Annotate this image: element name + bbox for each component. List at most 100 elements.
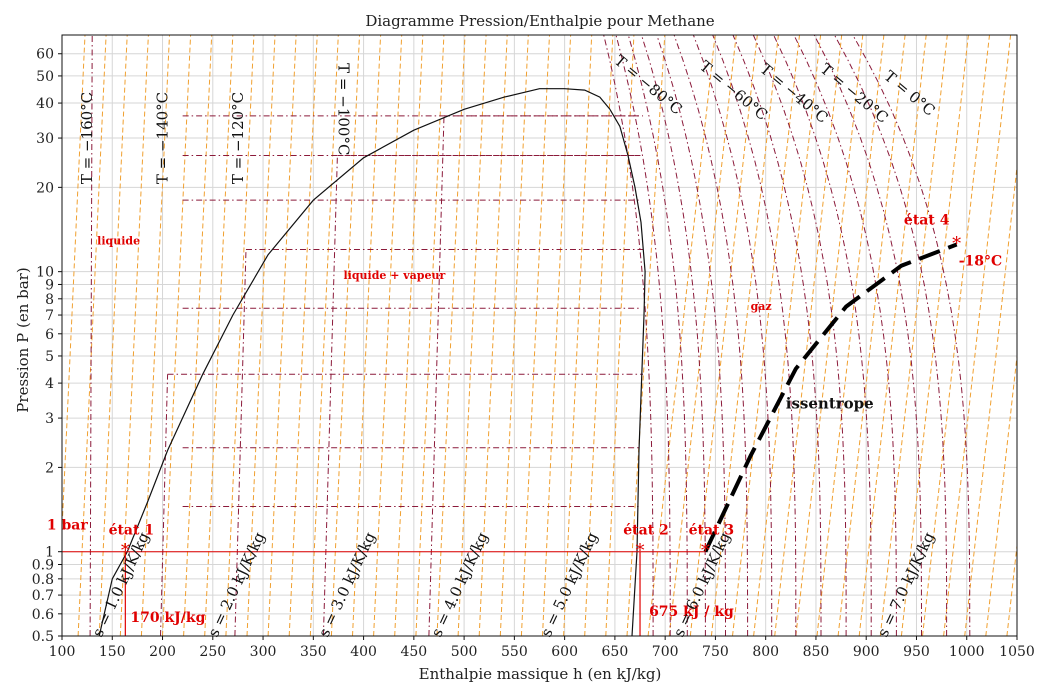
- isentrope-family: [62, 35, 1017, 636]
- y-tick-label: 0.8: [32, 572, 54, 588]
- isentrope-line: [98, 35, 128, 636]
- isentrope-line: [626, 35, 666, 636]
- y-tick-label: 30: [36, 131, 54, 147]
- isentrope-line: [204, 35, 234, 636]
- isotherm-line: [603, 35, 654, 636]
- liquid-isotherm: [160, 374, 169, 637]
- y-tick-label: 3: [45, 411, 54, 427]
- state-label: état 2: [623, 523, 669, 539]
- isentrope-line: [710, 35, 779, 636]
- annotation-label: gaz: [751, 300, 772, 313]
- isentrope-process-label: issentrope: [786, 394, 874, 412]
- isentrope-line: [985, 351, 1017, 636]
- annotation-label: 675 kJ / kg: [649, 604, 734, 620]
- isentrope-line: [77, 35, 107, 636]
- isentrope-line: [647, 35, 716, 636]
- isotherm-line: [813, 35, 922, 636]
- y-tick-label: 40: [36, 96, 54, 112]
- state-label: état 3: [689, 523, 735, 539]
- y-tick-label: 9: [45, 277, 54, 293]
- isotherm-line: [692, 35, 773, 636]
- y-tick-label: 0.5: [32, 629, 54, 645]
- isentrope-line: [900, 35, 969, 636]
- y-tick-label: 0.9: [32, 558, 54, 574]
- x-tick-label: 300: [250, 644, 277, 660]
- isentrope-line: [943, 35, 1012, 636]
- y-axis-label: Pression P (en bar): [14, 267, 32, 412]
- x-axis-label: Enthalpie massique h (en kJ/kg): [419, 665, 662, 683]
- x-tick-label: 200: [149, 644, 176, 660]
- isentrope-line: [584, 35, 614, 636]
- isentrope-line: [542, 35, 572, 636]
- isentrope-line: [732, 35, 800, 636]
- x-tick-label: 450: [400, 644, 427, 660]
- y-tick-label: 0.7: [32, 588, 54, 604]
- isotherm-family: [603, 35, 971, 636]
- isotherm-line: [627, 35, 688, 636]
- state-marker: *: [121, 541, 130, 562]
- y-tick-label: 7: [45, 308, 54, 324]
- isentrope-line: [457, 35, 487, 636]
- isentrope-line: [140, 35, 170, 636]
- isentrope-line: [62, 35, 86, 540]
- isotherm-line: [732, 35, 822, 636]
- y-tick-label: 20: [36, 180, 54, 196]
- isentrope-line: [837, 35, 906, 636]
- isentrope-line: [225, 35, 255, 636]
- x-tick-label: 250: [199, 644, 226, 660]
- y-tick-label: 8: [45, 292, 54, 308]
- x-tick-label: 550: [501, 644, 528, 660]
- isentrope-line: [816, 35, 885, 636]
- saturation-vapor-curve: [609, 108, 646, 637]
- state-marker: *: [701, 541, 710, 562]
- x-tick-label: 700: [652, 644, 679, 660]
- y-tick-label: 4: [45, 376, 54, 392]
- annotation-label: 170 kJ/kg: [130, 610, 205, 626]
- liquid-isotherm: [89, 34, 93, 637]
- isentrope-line: [689, 35, 758, 636]
- y-tick-label: 6: [45, 327, 54, 343]
- x-tick-label: 400: [350, 644, 377, 660]
- isotherm-line: [793, 35, 897, 636]
- plot-frame: [61, 34, 1018, 637]
- annotation-label: 1 bar: [47, 518, 88, 534]
- isotherm-line: [752, 35, 847, 636]
- isotherm-line: [834, 35, 948, 636]
- x-tick-label: 150: [99, 644, 126, 660]
- isentrope-line: [795, 35, 864, 636]
- isentrope-line: [162, 35, 192, 636]
- isentrope-line: [563, 35, 593, 636]
- x-tick-label: 750: [702, 644, 729, 660]
- isentrope-line: [352, 35, 382, 636]
- liquid-isotherm: [428, 115, 445, 637]
- isentrope-line: [267, 35, 297, 636]
- saturation-liquid-curve: [98, 88, 611, 637]
- x-tick-label: 650: [602, 644, 629, 660]
- chart-title: Diagramme Pression/Enthalpie pour Methan…: [365, 12, 714, 30]
- state-label: état 4: [904, 213, 950, 229]
- isotherm-line: [773, 35, 872, 636]
- isotherm-line: [673, 35, 749, 636]
- isentrope-line: [478, 35, 508, 636]
- isotherm-label: T = −100°C: [334, 63, 352, 155]
- liquid-isotherm: [322, 155, 338, 637]
- x-tick-label: 950: [903, 644, 930, 660]
- y-tick-label: 1: [45, 545, 54, 561]
- isotherm-line: [641, 35, 706, 636]
- annotation-label: liquide + vapeur: [343, 269, 445, 282]
- isentrope-process-line: [703, 242, 958, 553]
- isentrope-line: [373, 35, 403, 636]
- isentrope-line: [922, 35, 990, 636]
- annotation-label: -18°C: [959, 254, 1002, 270]
- y-tick-label: 60: [36, 47, 54, 63]
- isentrope-line: [394, 35, 424, 636]
- isentrope-line: [246, 35, 276, 636]
- isentrope-line: [436, 35, 466, 636]
- isentrope-line: [964, 162, 1017, 636]
- x-tick-label: 350: [300, 644, 327, 660]
- isotherm-label: T = −140°C: [154, 92, 172, 184]
- x-tick-label: 100: [49, 644, 76, 660]
- isentrope-line: [415, 35, 445, 636]
